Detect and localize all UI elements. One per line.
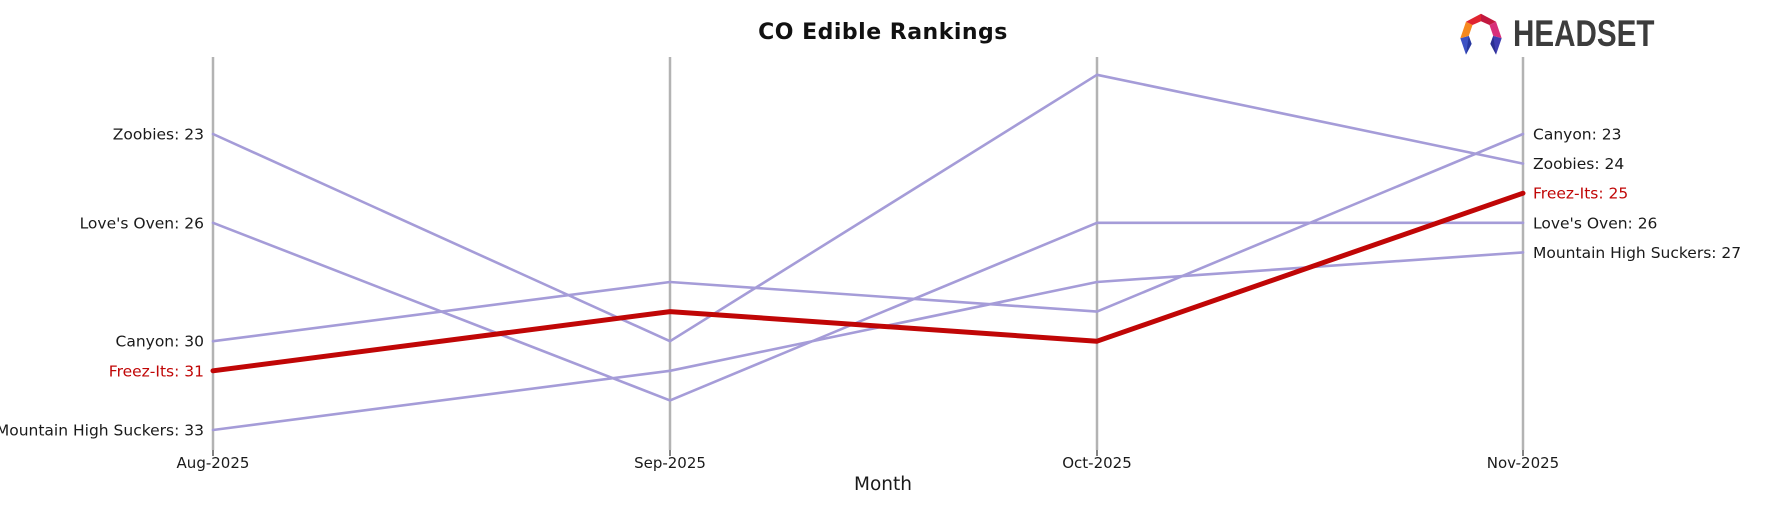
right-label-zoobies: Zoobies: 24	[1533, 155, 1624, 173]
right-label-canyon: Canyon: 23	[1533, 126, 1622, 144]
chart-title: CO Edible Rankings	[758, 20, 1008, 45]
left-label-mountain-high-suckers: Mountain High Suckers: 33	[0, 422, 204, 440]
series-line-love-s-oven	[211, 221, 1525, 402]
month-label-sep-2025: Sep-2025	[634, 454, 706, 472]
series-line-zoobies	[211, 73, 1525, 343]
month-label-nov-2025: Nov-2025	[1487, 454, 1559, 472]
right-label-love-s-oven: Love's Oven: 26	[1533, 214, 1657, 232]
headset-logo: HEADSET	[1456, 10, 1690, 57]
x-axis-title: Month	[854, 474, 912, 495]
left-label-canyon: Canyon: 30	[116, 333, 205, 351]
series-line-freez-its	[210, 190, 1526, 374]
right-label-freez-its: Freez-Its: 25	[1533, 185, 1628, 203]
series-line-mountain-high-suckers	[211, 251, 1525, 432]
left-label-love-s-oven: Love's Oven: 26	[80, 214, 204, 232]
month-label-aug-2025: Aug-2025	[177, 454, 250, 472]
series-line-canyon	[211, 132, 1525, 343]
right-label-mountain-high-suckers: Mountain High Suckers: 27	[1533, 244, 1741, 262]
headset-logo-text: HEADSET	[1513, 13, 1655, 54]
month-label-oct-2025: Oct-2025	[1062, 454, 1132, 472]
left-label-zoobies: Zoobies: 23	[113, 126, 204, 144]
headset-logo-icon	[1460, 13, 1502, 55]
left-label-freez-its: Freez-Its: 31	[109, 362, 204, 380]
